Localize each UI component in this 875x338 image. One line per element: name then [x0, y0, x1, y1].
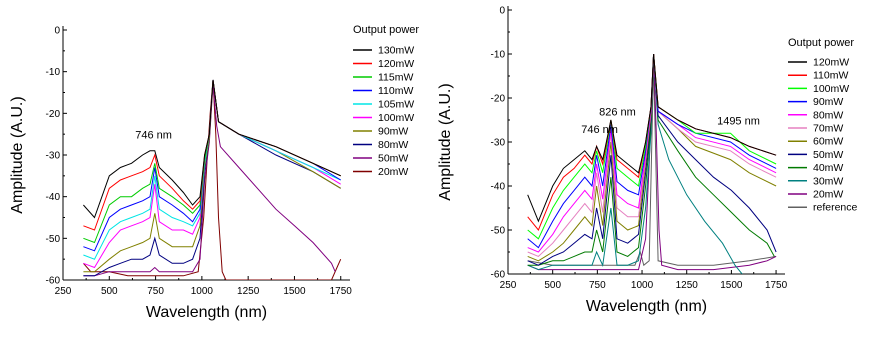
legend-label: reference: [813, 202, 858, 214]
y-tick-label: -40: [46, 192, 61, 203]
legend-label: 50mW: [378, 153, 408, 165]
legend-label: 110mW: [378, 85, 413, 97]
x-tick-label: 250: [500, 280, 517, 291]
x-tick-label: 1750: [765, 280, 788, 291]
legend-label: 130mW: [378, 45, 414, 57]
x-tick-label: 500: [544, 280, 561, 291]
x-tick-label: 1250: [237, 286, 260, 297]
series-line-100mW: [83, 80, 340, 268]
x-axis-label: Wavelength (nm): [586, 298, 707, 315]
legend-label: 50mW: [813, 149, 843, 161]
legend-label: 100mW: [813, 83, 849, 95]
legend-label: 100mW: [378, 112, 414, 124]
legend-label: 105mW: [378, 99, 414, 111]
x-tick-label: 500: [101, 286, 118, 297]
series-line-30mW: [528, 54, 742, 274]
y-tick-label: -30: [491, 138, 506, 149]
legend-label: 80mW: [378, 139, 408, 151]
y-tick-label: -10: [491, 50, 506, 61]
legend-title: Output power: [353, 24, 419, 36]
x-tick-label: 1750: [330, 286, 353, 297]
legend-label: 70mW: [813, 123, 843, 135]
y-tick-label: -60: [491, 270, 506, 281]
annotation-label: 746 nm: [135, 129, 172, 141]
x-tick-label: 750: [589, 280, 606, 291]
annotation-label: 826 nm: [599, 107, 636, 119]
legend-label: 90mW: [813, 96, 843, 108]
series-group: [83, 80, 340, 280]
x-tick-label: 1000: [191, 286, 214, 297]
legend-label: 115mW: [378, 72, 413, 84]
series-line-90mW: [83, 80, 340, 272]
x-tick-label: 750: [147, 286, 164, 297]
x-tick-label: 1500: [283, 286, 306, 297]
x-tick-label: 250: [55, 286, 72, 297]
legend-label: 90mW: [378, 126, 408, 138]
legend-label: 20mW: [813, 189, 843, 201]
legend-label: 80mW: [813, 109, 843, 121]
y-tick-label: -60: [46, 276, 61, 287]
y-tick-label: -30: [46, 151, 61, 162]
annotation-label: 1495 nm: [717, 115, 760, 127]
y-tick-label: -20: [46, 109, 61, 120]
y-tick-label: -10: [46, 67, 61, 78]
y-tick-label: -50: [46, 234, 61, 245]
legend-label: 120mW: [813, 57, 849, 69]
legend-label: 20mW: [378, 166, 408, 178]
y-axis-label: Amplitude (A.U.): [9, 96, 26, 213]
legend-label: 40mW: [813, 162, 843, 174]
legend-label: 110mW: [813, 70, 848, 82]
x-tick-label: 1250: [676, 280, 699, 291]
legend-label: 60mW: [813, 136, 843, 148]
legend-label: 30mW: [813, 175, 843, 187]
series-group: [528, 54, 776, 274]
series-line-80mW: [83, 80, 340, 276]
y-tick-label: 0: [54, 26, 60, 37]
y-tick-label: -50: [491, 226, 506, 237]
x-tick-label: 1000: [631, 280, 654, 291]
y-tick-label: -20: [491, 94, 506, 105]
x-axis-label: Wavelength (nm): [146, 304, 267, 321]
legend-title: Output power: [788, 37, 854, 49]
y-tick-label: 0: [499, 6, 505, 17]
y-tick-label: -40: [491, 182, 506, 193]
x-tick-label: 1500: [720, 280, 743, 291]
annotation-label: 746 nm: [581, 124, 618, 136]
legend-label: 120mW: [378, 58, 414, 70]
y-axis-label: Amplitude (A.U.): [437, 83, 454, 200]
